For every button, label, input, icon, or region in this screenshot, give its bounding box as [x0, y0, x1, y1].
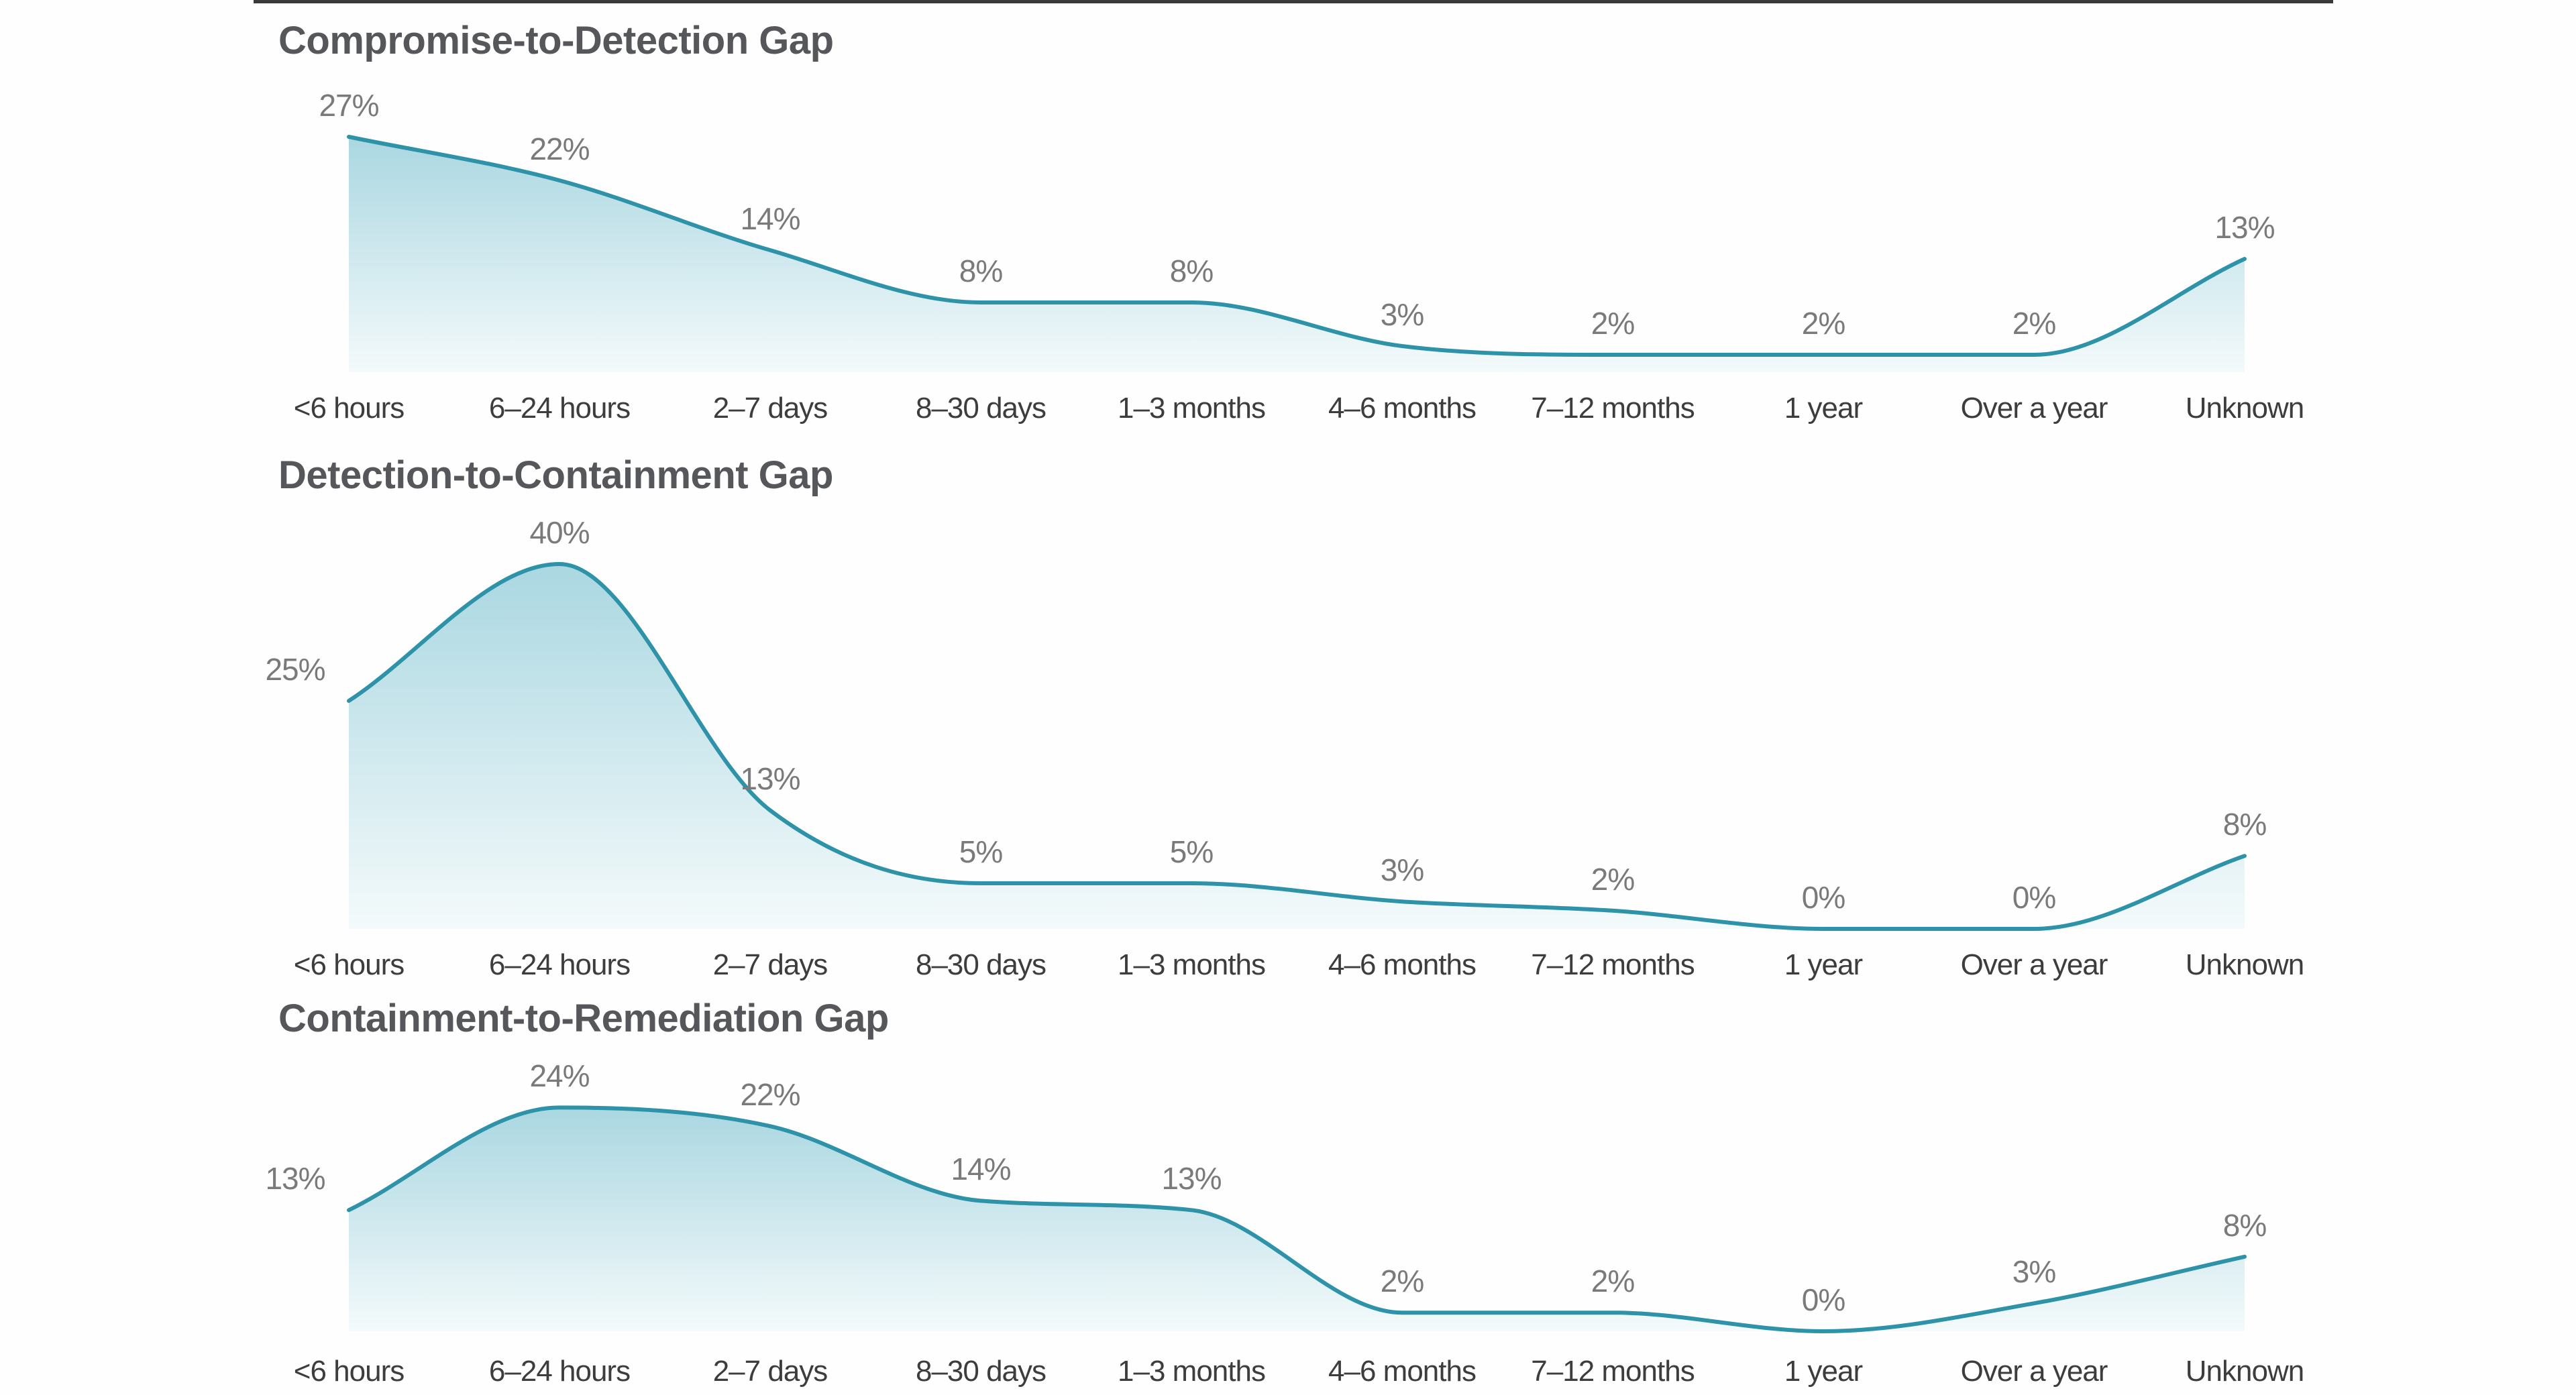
chart-1-axis-label-5: 4–6 months	[1328, 948, 1477, 981]
chart-1-line	[347, 562, 2247, 932]
chart-0-axis-label-2: 2–7 days	[712, 392, 828, 425]
chart-0-value-label-7: 2%	[1801, 306, 1845, 341]
chart-0-axis-label-1: 6–24 hours	[488, 392, 631, 425]
chart-0-value-label-6: 2%	[1591, 306, 1635, 341]
chart-1-value-label-8: 0%	[2012, 880, 2056, 915]
chart-0-axis-label-4: 1–3 months	[1118, 392, 1266, 425]
chart-0-axis-label-3: 8–30 days	[915, 392, 1046, 425]
chart-2-axis-label-6: 7–12 months	[1531, 1355, 1695, 1388]
chart-0-axis-label-9: Unknown	[2185, 392, 2304, 425]
chart-0-axis-label-0: <6 hours	[293, 392, 405, 425]
chart-0-axis-label-5: 4–6 months	[1328, 392, 1477, 425]
chart-2-axis-label-1: 6–24 hours	[488, 1355, 631, 1388]
chart-0-value-label-2: 14%	[740, 201, 800, 236]
chart-1-value-label-4: 5%	[1169, 834, 1214, 869]
chart-title-detection-to-containment: Detection-to-Containment Gap	[278, 453, 833, 497]
chart-1-axis-label-1: 6–24 hours	[488, 948, 631, 981]
chart-2-value-label-6: 2%	[1591, 1264, 1635, 1299]
chart-1-value-label-0: 25%	[265, 652, 325, 687]
chart-1-axis-label-7: 1 year	[1784, 948, 1863, 981]
chart-1-value-label-7: 0%	[1801, 880, 1845, 915]
chart-2-area-fill	[349, 1107, 2245, 1331]
chart-2-value-label-2: 22%	[740, 1077, 800, 1113]
chart-2-value-label-9: 8%	[2222, 1207, 2267, 1243]
chart-1-value-label-5: 3%	[1380, 852, 1424, 888]
chart-0-value-label-4: 8%	[1169, 254, 1214, 288]
chart-1-value-label-6: 2%	[1591, 861, 1635, 897]
top-border-strip	[254, 0, 2333, 3]
chart-2-axis-label-3: 8–30 days	[915, 1355, 1046, 1388]
chart-0-value-label-5: 3%	[1380, 297, 1424, 332]
chart-1-area-fill	[349, 564, 2245, 929]
chart-2-axis-label-7: 1 year	[1784, 1355, 1863, 1388]
chart-2-value-label-0: 13%	[265, 1161, 325, 1196]
chart-2-value-label-8: 3%	[2012, 1254, 2056, 1290]
chart-2-axis-label-9: Unknown	[2185, 1355, 2304, 1388]
chart-1-axis-label-0: <6 hours	[293, 948, 405, 981]
chart-2-axis-label-0: <6 hours	[293, 1355, 405, 1388]
chart-0-value-label-3: 8%	[959, 254, 1003, 288]
chart-1-axis-label-8: Over a year	[1960, 948, 2108, 981]
chart-1-value-label-2: 13%	[740, 761, 800, 797]
chart-1-value-label-3: 5%	[959, 834, 1003, 869]
chart-0-axis-label-8: Over a year	[1960, 392, 2108, 425]
chart-2-axis-label-2: 2–7 days	[712, 1355, 828, 1388]
chart-2-axis-label-5: 4–6 months	[1328, 1355, 1477, 1388]
chart-2-value-label-4: 13%	[1161, 1161, 1222, 1196]
chart-2-line	[347, 1105, 2247, 1333]
chart-0-value-label-8: 2%	[2012, 306, 2056, 341]
chart-2-axis-label-8: Over a year	[1960, 1355, 2108, 1388]
chart-2-axis-label-4: 1–3 months	[1118, 1355, 1266, 1388]
chart-2-value-label-5: 2%	[1380, 1264, 1424, 1299]
chart-2-value-label-7: 0%	[1801, 1282, 1845, 1317]
chart-0-area-fill	[349, 137, 2245, 372]
chart-1-axis-label-2: 2–7 days	[712, 948, 828, 981]
chart-1-axis-label-6: 7–12 months	[1531, 948, 1695, 981]
chart-title-containment-to-remediation: Containment-to-Remediation Gap	[278, 997, 889, 1040]
chart-1-value-label-9: 8%	[2222, 807, 2267, 842]
chart-0-line	[347, 135, 2247, 357]
chart-1-axis-label-9: Unknown	[2185, 948, 2304, 981]
chart-0-value-label-1: 22%	[529, 131, 590, 166]
chart-0-value-label-0: 27%	[319, 88, 379, 123]
chart-0-axis-label-6: 7–12 months	[1531, 392, 1695, 425]
chart-2-value-label-1: 24%	[529, 1058, 590, 1094]
chart-2-value-label-3: 14%	[951, 1152, 1011, 1187]
chart-1-axis-label-4: 1–3 months	[1118, 948, 1266, 981]
chart-1-axis-label-3: 8–30 days	[915, 948, 1046, 981]
chart-0-value-label-9: 13%	[2214, 210, 2275, 245]
chart-1-value-label-1: 40%	[529, 515, 590, 550]
chart-0-axis-label-7: 1 year	[1784, 392, 1863, 425]
chart-title-compromise-to-detection: Compromise-to-Detection Gap	[278, 19, 834, 62]
